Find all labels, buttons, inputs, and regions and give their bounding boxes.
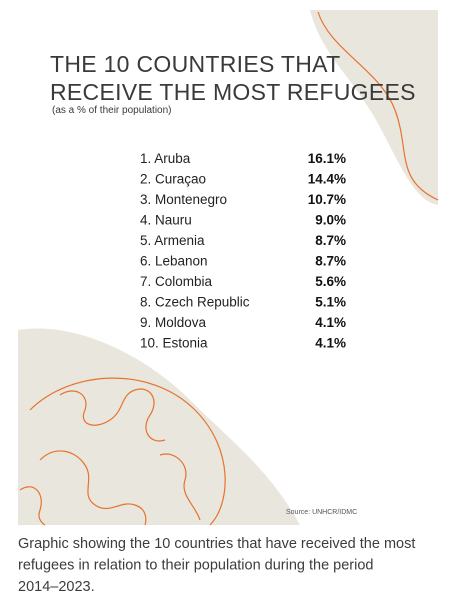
title-line: THE 10 COUNTRIES THAT [50, 51, 340, 77]
caption: Graphic showing the 10 countries that ha… [18, 536, 415, 595]
country-label: 7. Colombia [140, 274, 213, 289]
country-label: 1. Aruba [140, 151, 191, 166]
country-label: 4. Nauru [140, 213, 192, 228]
globe-outline [19, 377, 226, 526]
decor-line-top [317, 11, 439, 201]
subtitle: (as a % of their population) [52, 105, 172, 116]
country-label: 2. Curaçao [140, 172, 206, 187]
source: Source: UNHCR/IDMC [286, 509, 357, 516]
percent-value: 4.1% [315, 336, 346, 351]
title-line: RECEIVE THE MOST REFUGEES [50, 79, 416, 105]
decor-top-right [310, 10, 438, 205]
percent-value: 10.7% [308, 192, 346, 207]
percent-value: 4.1% [315, 315, 346, 330]
percent-value: 8.7% [315, 254, 346, 269]
country-label: 5. Armenia [140, 233, 205, 248]
country-label: 3. Montenegro [140, 192, 227, 207]
caption-line: Graphic showing the 10 countries that ha… [18, 536, 415, 552]
percent-value: 14.4% [308, 172, 346, 187]
percent-value: 5.6% [315, 274, 346, 289]
percent-value: 5.1% [315, 295, 346, 310]
country-label: 9. Moldova [140, 315, 207, 330]
percent-value: 16.1% [308, 151, 346, 166]
country-label: 10. Estonia [140, 336, 208, 351]
percent-value: 8.7% [315, 233, 346, 248]
ranking-list: 1. Aruba 16.1% 2. Curaçao 14.4% 3. Montenegr… [140, 151, 346, 351]
country-label: 6. Lebanon [140, 254, 208, 269]
caption-line: refugees in relation to their population… [18, 558, 374, 574]
percent-value: 9.0% [315, 213, 346, 228]
caption-line: 2014–2023. [18, 579, 95, 595]
country-label: 8. Czech Republic [140, 295, 250, 310]
